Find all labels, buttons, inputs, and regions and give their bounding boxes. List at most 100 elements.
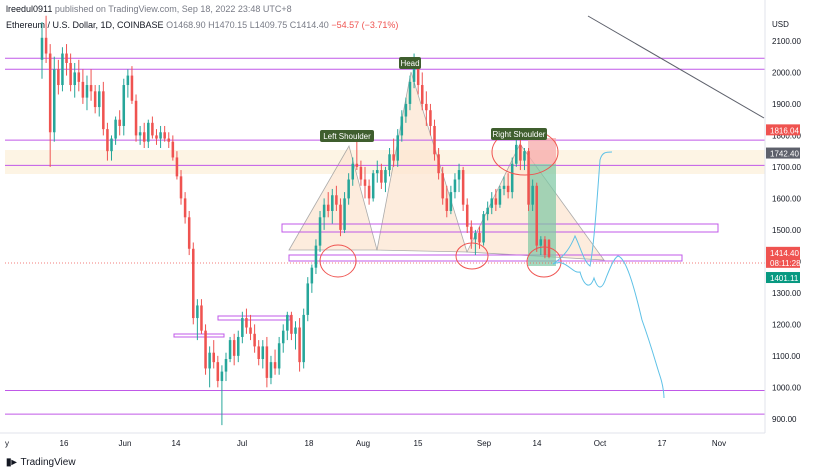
price-label-bg [766, 147, 800, 159]
price-tick-label: 1200.00 [772, 320, 801, 329]
time-tick-label: Jun [119, 439, 132, 448]
candle-body [81, 81, 85, 98]
candle-body [171, 141, 175, 158]
candle-body [220, 371, 224, 382]
candle-body [449, 192, 453, 211]
candle-body [388, 154, 391, 171]
candle-body [273, 362, 277, 369]
candle-body [294, 327, 297, 334]
time-tick-label: Sep [477, 439, 492, 448]
time-tick-label: 14 [172, 439, 181, 448]
support-box-1[interactable] [217, 315, 291, 321]
candle-body [281, 330, 285, 344]
publish-header: lreedul0911 published on TradingView.com… [6, 4, 292, 14]
low-value: L1409.75 [249, 20, 288, 30]
candle-body [183, 198, 187, 218]
head-label[interactable]: Head [399, 57, 421, 69]
candle-body [494, 198, 498, 205]
candle-body [97, 91, 101, 108]
candle-body [138, 132, 142, 136]
candle-body [257, 346, 260, 359]
candle-body [429, 110, 432, 126]
candle-body [208, 352, 211, 369]
right-shoulder-label[interactable]: Right Shoulder [491, 128, 547, 140]
candle-body [445, 198, 449, 211]
candle-body [110, 138, 113, 152]
left-shoulder-label[interactable]: Left Shoulder [320, 130, 374, 142]
candle-body [437, 154, 440, 174]
candle-body [343, 198, 346, 230]
publish-info: published on TradingView.com, Sep 18, 20… [54, 4, 292, 14]
candle-body [142, 132, 146, 142]
candle-body [412, 66, 416, 82]
candlestick-series [40, 15, 551, 426]
forecast-path-up[interactable] [552, 151, 613, 267]
candle-body [331, 195, 334, 211]
candle-body [347, 179, 350, 199]
svg-text:Head: Head [400, 59, 419, 68]
trend-line[interactable] [587, 15, 765, 119]
price-tick-label: 1500.00 [772, 226, 801, 235]
neckline-box-upper[interactable] [281, 223, 719, 233]
candle-body [40, 37, 44, 60]
current-low-circle[interactable] [526, 246, 562, 278]
candle-body [93, 91, 97, 108]
candle-body [65, 53, 68, 63]
time-axis-ticks: y 16 Jun 14 Jul 18 Aug 15 Sep 14 Oct 17 Nov [5, 439, 726, 448]
left-shoulder-circle[interactable] [319, 244, 357, 278]
candle-body [515, 144, 518, 164]
time-tick-label: 18 [305, 439, 314, 448]
candle-body [232, 340, 236, 356]
neckline-box-lower[interactable] [288, 254, 683, 262]
currency-label: USD [772, 20, 789, 29]
short-position-loss-zone[interactable] [528, 138, 556, 164]
candle-body [216, 362, 220, 382]
candle-body [367, 185, 371, 199]
candle-body [52, 69, 56, 133]
price-tick-label: 2100.00 [772, 37, 801, 46]
candle-body [486, 207, 489, 215]
candle-body [134, 100, 138, 136]
head-support-circle[interactable] [455, 242, 489, 270]
price-tick-label: 1600.00 [772, 194, 801, 203]
symbol-info-bar: Ethereum / U.S. Dollar, 1D, COINBASE O14… [6, 20, 398, 30]
open-value: O1468.90 [166, 20, 206, 30]
support-box-2[interactable] [173, 333, 225, 338]
close-value: C1414.40 [289, 20, 329, 30]
candle-body [302, 314, 305, 363]
candle-body [163, 132, 166, 139]
price-tick-label: 1300.00 [772, 289, 801, 298]
candle-body [408, 81, 412, 104]
time-tick-label: 16 [60, 439, 69, 448]
candle-body [126, 75, 130, 86]
price-label-text: 1742.40 [770, 150, 799, 159]
candle-body [48, 53, 52, 133]
price-label-bg [766, 256, 800, 268]
candle-body [359, 166, 363, 180]
candle-body [196, 305, 199, 319]
candle-body [318, 217, 322, 246]
candle-body [527, 151, 530, 205]
candle-body [167, 138, 171, 142]
price-label: 1742.40 [766, 147, 800, 159]
candle-body [236, 336, 240, 356]
price-label-text: 1816.04 [770, 126, 799, 135]
candle-body [306, 283, 310, 315]
high-value: H1470.15 [208, 20, 248, 30]
candle-body [433, 125, 436, 155]
time-tick-label: 15 [414, 439, 423, 448]
price-label-text: 08:11:28 [770, 259, 801, 268]
candle-body [396, 135, 399, 161]
forecast-path-down[interactable] [552, 255, 665, 399]
candle-body [326, 204, 330, 211]
candle-body [245, 318, 248, 328]
candle-body [69, 62, 72, 86]
candle-body [470, 226, 473, 240]
candle-body [224, 358, 228, 372]
candle-body [249, 327, 252, 334]
candle-body [490, 198, 494, 208]
price-tick-label: 1900.00 [772, 100, 801, 109]
candle-body [474, 233, 477, 240]
